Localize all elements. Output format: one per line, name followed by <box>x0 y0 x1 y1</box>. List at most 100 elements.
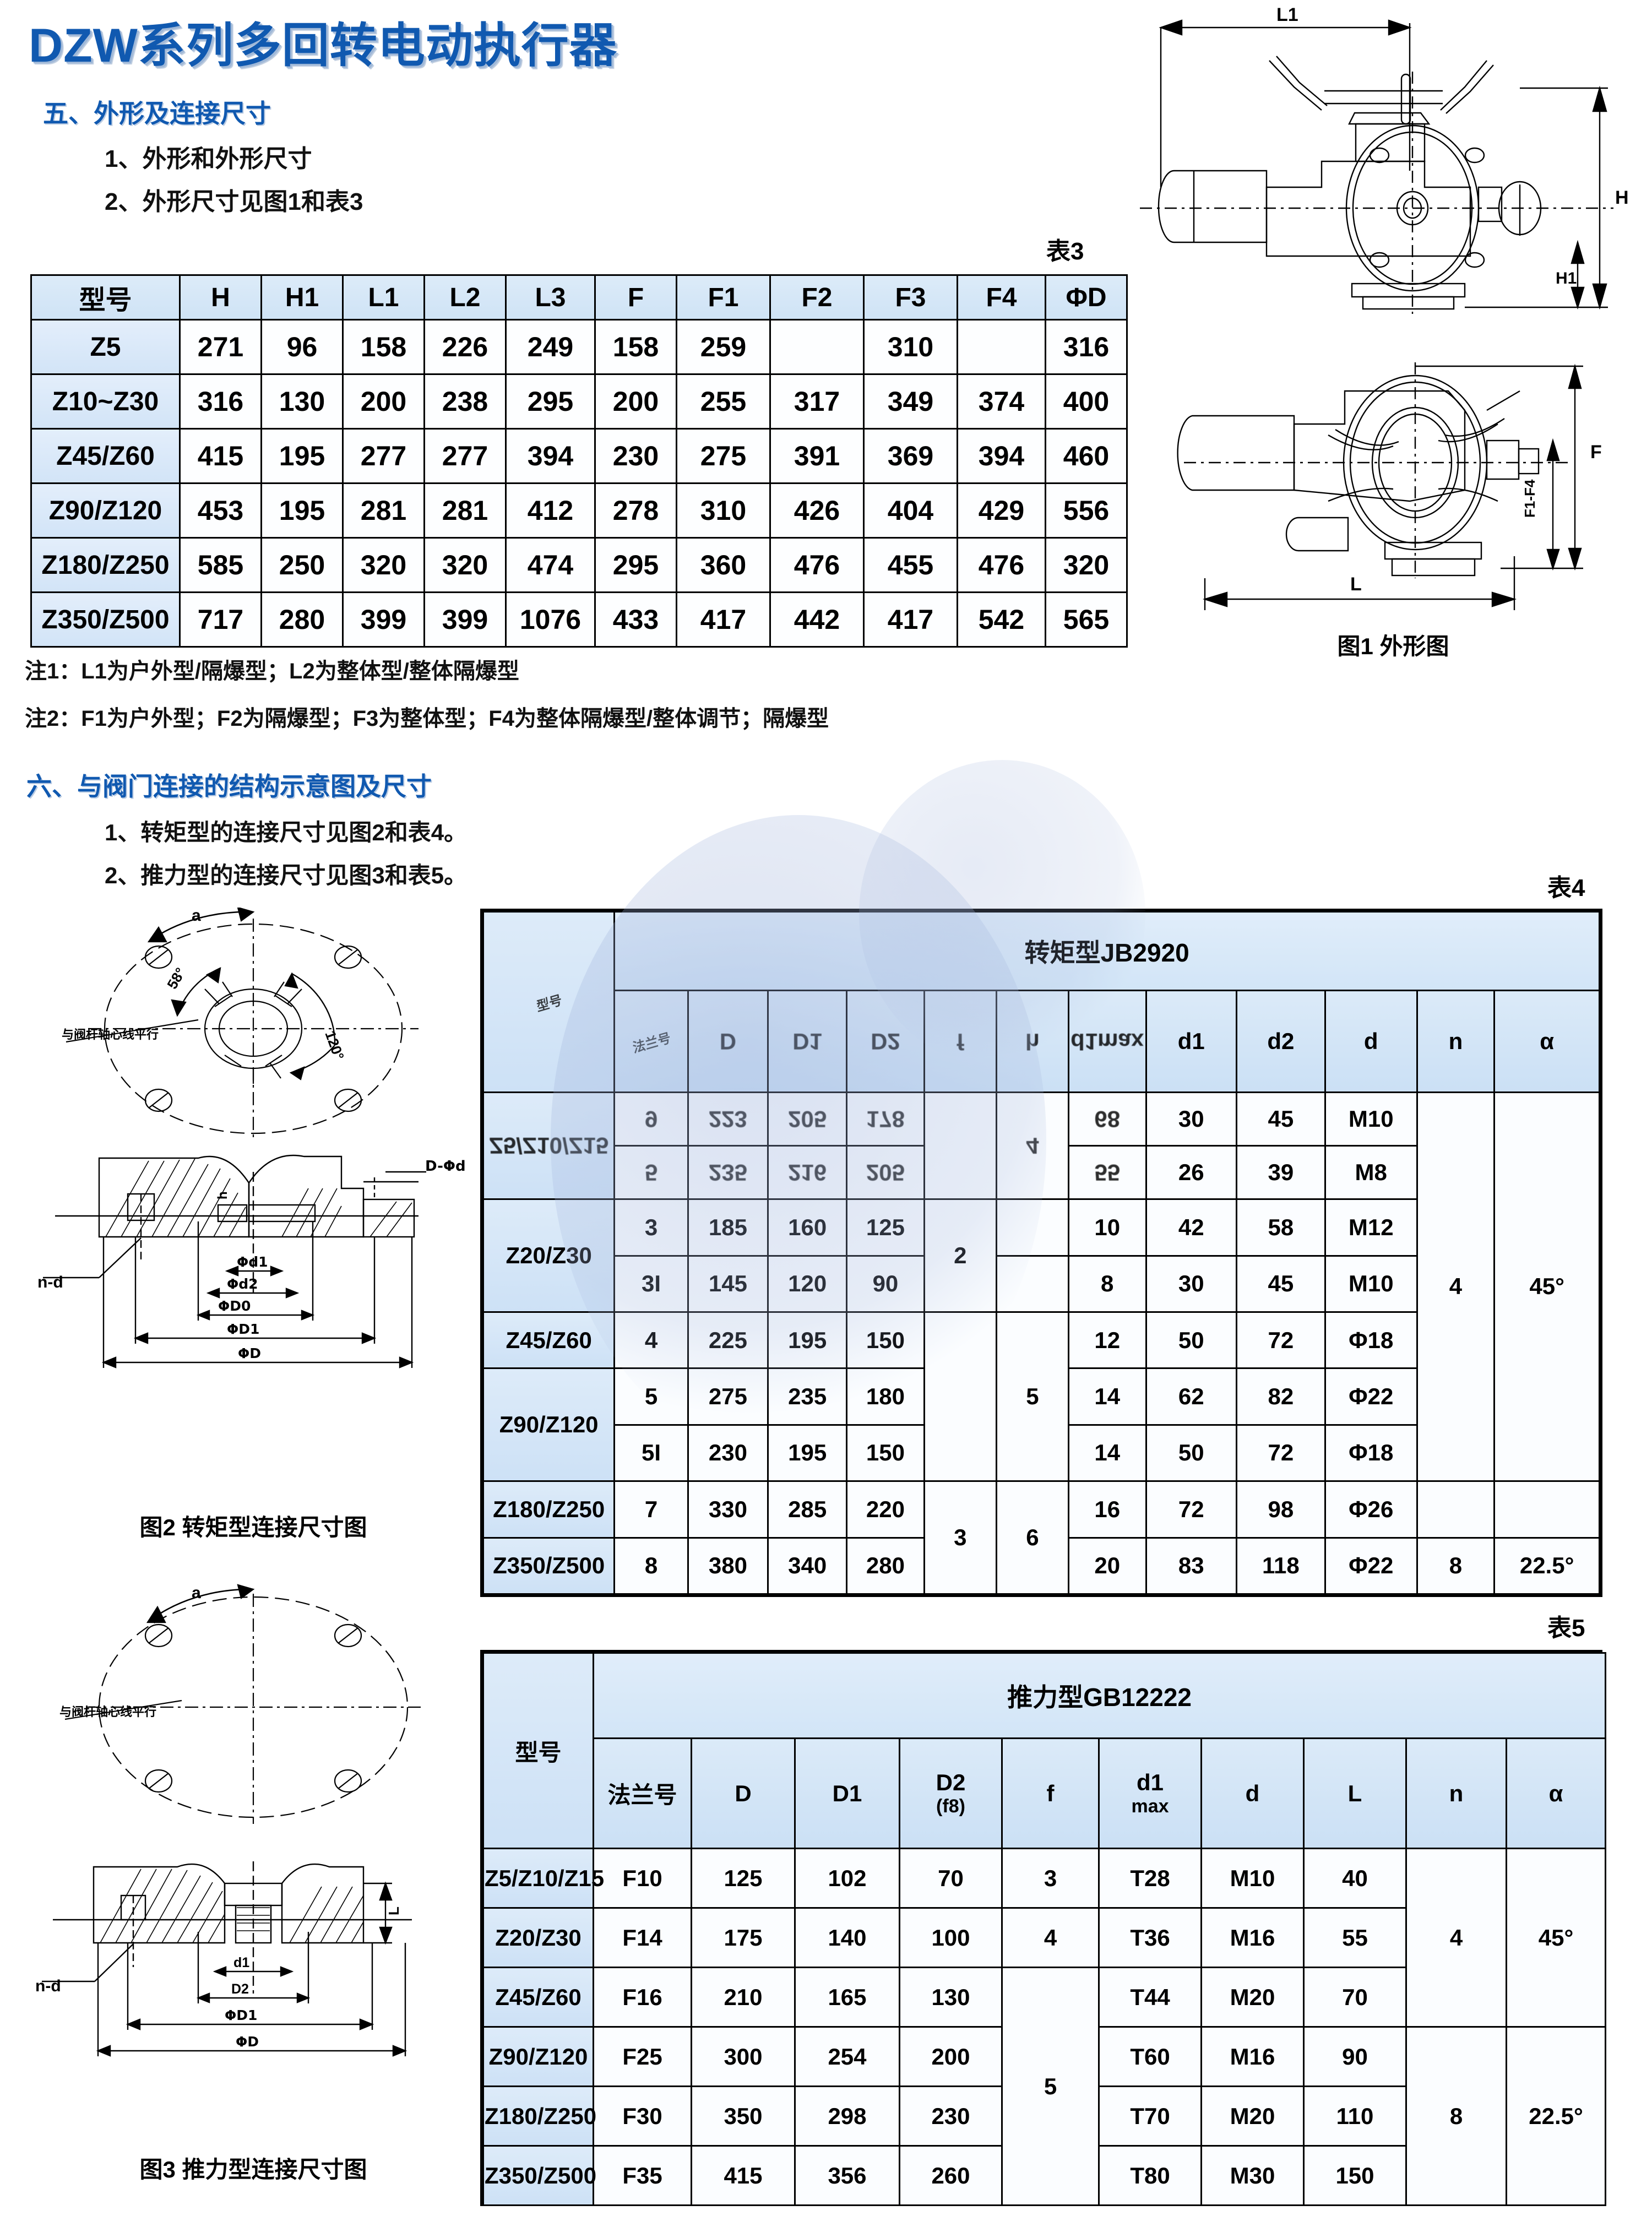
t4-cell-d: 225 <box>687 1311 769 1370</box>
t4-model-header: 型号 <box>482 911 616 1093</box>
table-3-note-2: 注2：F1为户外型；F2为隔爆型；F3为整体型；F4为整体隔爆型/整体调节；隔爆… <box>25 707 829 731</box>
cell-f4: 476 <box>957 537 1046 593</box>
t5-dbolt: M16 <box>1200 1907 1305 1968</box>
cell-f1: 417 <box>676 591 771 648</box>
fig3-label-parallel-axis: 与阀杆轴心线平行 <box>59 1705 156 1719</box>
t5-flange: F25 <box>593 2026 692 2087</box>
cell-f3: 349 <box>863 373 958 430</box>
fig2-svg: a 58° 120° 与阀杆轴心线平行 <box>37 908 466 1368</box>
table-row: Z20/Z30 F14 175 140 100 4 T36 M16 55 <box>482 1907 1606 1968</box>
cell-f1: 259 <box>676 319 771 375</box>
cell-h: 271 <box>179 319 262 375</box>
cell-f2: 317 <box>769 373 865 430</box>
t5-n-2: 8 <box>1405 2026 1507 2206</box>
cell-f2: 391 <box>769 428 865 484</box>
t4-cell-dbolt: M10 <box>1324 1091 1418 1147</box>
t4-cell-h: 4 <box>995 1091 1069 1201</box>
figure-2-caption: 图2 转矩型连接尺寸图 <box>139 1514 367 1540</box>
t5-th-f: f <box>1001 1737 1100 1849</box>
t5-d: 300 <box>691 2026 796 2087</box>
th-phid: ΦD <box>1045 274 1128 321</box>
t4-th-alpha: α <box>1493 990 1600 1093</box>
fig1-dim-f: F <box>1590 442 1602 463</box>
t4-th-d1max: d1max <box>1067 990 1147 1093</box>
table-row: Z180/Z250 585 250 320 320 474 295 360 47… <box>30 537 1128 593</box>
t4-model-z90: Z90/Z120 <box>482 1367 616 1482</box>
t5-model: Z5/Z10/Z15 <box>482 1848 604 1909</box>
cell-f3: 404 <box>863 482 958 539</box>
cell-f: 433 <box>594 591 677 648</box>
t5-d1max: T60 <box>1098 2026 1202 2087</box>
t4-cell-d2: 205 <box>846 1144 925 1201</box>
t5-d1: 298 <box>794 2085 900 2147</box>
figure-3-caption: 图3 推力型连接尺寸图 <box>139 2157 367 2182</box>
cell-f1: 360 <box>676 537 771 593</box>
t5-d1: 140 <box>794 1907 900 1968</box>
cell-h1: 280 <box>260 591 344 648</box>
t4-cell-d: 275 <box>687 1367 769 1426</box>
t4-cell-flange: 5 <box>613 1367 689 1426</box>
cell-h: 585 <box>179 537 262 593</box>
cell-l1: 277 <box>342 428 425 484</box>
fig2-label-phid0: ΦD0 <box>218 1298 251 1314</box>
t5-alpha-2: 22.5° <box>1505 2026 1607 2206</box>
t4-cell-h3: 6 <box>995 1480 1069 1595</box>
t4-cell-d2b: 39 <box>1235 1144 1326 1201</box>
t5-model: Z90/Z120 <box>482 2026 594 2087</box>
t5-d: 350 <box>691 2085 796 2147</box>
fig1-dim-l1: L1 <box>1276 6 1298 25</box>
t4-cell-dbolt: Φ22 <box>1324 1367 1418 1426</box>
t4-cell-dbolt: Φ18 <box>1324 1311 1418 1370</box>
t5-l: 110 <box>1303 2085 1407 2147</box>
t4-cell-dbolt: M12 <box>1324 1198 1418 1257</box>
cell-h1: 96 <box>260 319 344 375</box>
t4-cell-d1: 195 <box>767 1311 848 1370</box>
t5-d2: 230 <box>899 2085 1003 2147</box>
t4-cell-d: 235 <box>687 1144 769 1201</box>
t4-cell-d2b: 62 <box>1145 1367 1237 1426</box>
cell-l3: 295 <box>505 373 596 430</box>
cell-l2: 226 <box>423 319 507 375</box>
fig2-label-phid-big: ΦD <box>238 1345 261 1361</box>
section-5-item-1: 1、外形和外形尺寸 <box>105 145 312 172</box>
cell-model: Z45/Z60 <box>30 428 181 484</box>
table-4-label: 表4 <box>1547 875 1585 901</box>
t4-cell-dbolt-a: 58 <box>1235 1198 1326 1257</box>
cell-f2 <box>769 319 865 375</box>
t4-cell-d: 223 <box>687 1091 769 1147</box>
table-row: Z45/Z60 F16 210 165 130 5 T44 M20 70 <box>482 1967 1606 2206</box>
t5-d1: 165 <box>794 1967 900 2028</box>
figure-1-outline-drawing: L1 H H1 F F1-F4 L <box>1134 6 1646 628</box>
cell-l3: 249 <box>505 319 596 375</box>
fig1-dim-h: H <box>1615 187 1629 208</box>
t5-n-1: 4 <box>1405 1848 1507 2028</box>
th-h: H <box>179 274 262 321</box>
t4-cell-f: 2 <box>923 1198 997 1313</box>
t4-cell-d1: 205 <box>767 1091 848 1147</box>
table-row: Z5 271 96 158 226 249 158 259 310 316 <box>30 319 1128 375</box>
cell-h: 415 <box>179 428 262 484</box>
cell-model: Z5 <box>30 319 181 375</box>
t5-flange: F35 <box>593 2145 692 2206</box>
t4-cell-d1max: 55 <box>1067 1144 1147 1201</box>
t5-f: 3 <box>1001 1848 1100 1909</box>
t4-cell-d2b: 30 <box>1145 1254 1237 1313</box>
cell-f: 278 <box>594 482 677 539</box>
t4-cell-d1b: 16 <box>1067 1480 1147 1539</box>
t5-flange: F16 <box>593 1967 692 2028</box>
t4-cell-d2b: 72 <box>1145 1480 1237 1539</box>
cell-h1: 130 <box>260 373 344 430</box>
t5-l: 90 <box>1303 2026 1407 2087</box>
t4-cell-flange: 4 <box>613 1311 689 1370</box>
t5-banner: 推力型GB12222 <box>592 1652 1607 1739</box>
t4-cell-dbolt-a: 72 <box>1235 1311 1326 1370</box>
t4-cell-flange: 5 <box>613 1144 689 1201</box>
cell-f1: 275 <box>676 428 771 484</box>
table-4-torque-connection: 型号 转矩型JB2920 法兰号 D D1 D2 f h d1max d1 d2… <box>480 909 1602 1597</box>
cell-l1: 320 <box>342 537 425 593</box>
t4-th-flange: 法兰号 <box>613 990 689 1093</box>
cell-phid: 556 <box>1045 482 1128 539</box>
t4-cell-f2: 3 <box>923 1480 997 1595</box>
t4-cell-d1b: 20 <box>1067 1536 1147 1595</box>
